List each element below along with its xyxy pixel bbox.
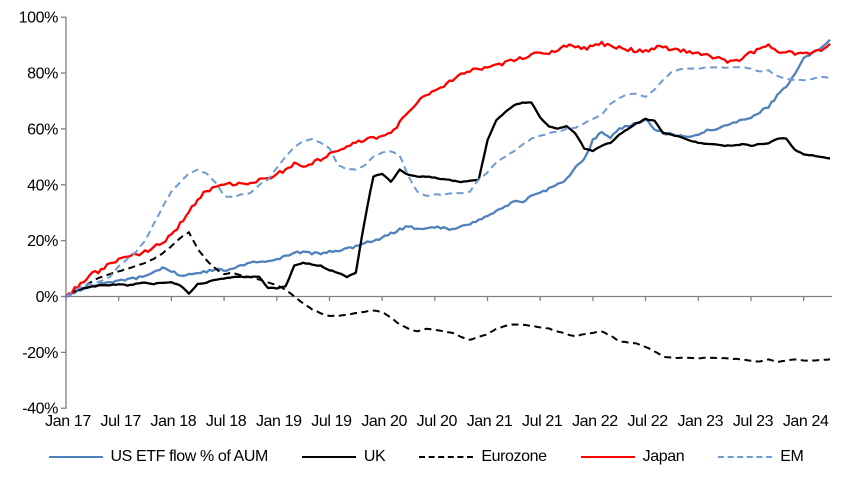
legend-item-uk: UK — [301, 448, 386, 466]
series-line-eurozone — [65, 231, 831, 364]
y-tick-label: 40% — [27, 177, 58, 194]
legend-label-uk: UK — [363, 448, 386, 465]
legend-line-us — [48, 456, 103, 458]
y-tick-label: 20% — [27, 233, 58, 250]
legend-label-japan: Japan — [642, 448, 685, 465]
y-tick-label: 60% — [27, 121, 58, 138]
y-tick-label: 80% — [27, 66, 58, 83]
x-tick-label: Jul 19 — [311, 413, 352, 430]
x-tick-label: Jul 18 — [206, 413, 247, 430]
chart-canvas: 100% 80% 60% 40% 20% 0% -20% -40%Jan 17 Jul 17 Ja… — [19, 10, 832, 430]
x-tick-label: Jul 17 — [101, 413, 142, 430]
series-line-uk — [65, 101, 831, 298]
x-tick-label: Jan 23 — [677, 413, 723, 430]
legend-line-em — [718, 456, 773, 458]
x-tick-label: Jul 21 — [522, 413, 563, 430]
x-tick-label: Jul 20 — [417, 413, 458, 430]
legend-line-uk — [301, 456, 356, 458]
legend-label-eurozone: Eurozone — [481, 448, 547, 465]
legend-item-us: US ETF flow % of AUM — [48, 448, 269, 466]
legend-item-em: EM — [718, 448, 804, 466]
y-tick-label: 100% — [19, 10, 58, 27]
legend-label-us: US ETF flow % of AUM — [110, 448, 269, 465]
series-line-us-etf-flow-of-aum — [65, 38, 831, 298]
x-tick-label: Jan 24 — [783, 413, 829, 430]
x-tick-label: Jan 22 — [572, 413, 618, 430]
legend-item-eurozone: Eurozone — [419, 448, 547, 466]
legend-line-japan — [580, 456, 635, 458]
y-tick-label: -40% — [22, 401, 58, 418]
y-tick-label: 0% — [36, 289, 58, 306]
x-tick-label: Jan 21 — [467, 413, 513, 430]
legend-item-japan: Japan — [580, 448, 685, 466]
x-tick-label: Jan 17 — [45, 413, 91, 430]
legend-label-em: EM — [780, 448, 804, 465]
x-tick-label: Jan 18 — [151, 413, 197, 430]
series-line-em — [65, 66, 831, 298]
x-tick-label: Jan 20 — [361, 413, 407, 430]
legend-line-eurozone — [419, 456, 474, 458]
x-tick-label: Jan 19 — [256, 413, 302, 430]
x-tick-label: Jul 22 — [627, 413, 668, 430]
series-line-japan — [65, 40, 831, 298]
x-tick-label: Jul 23 — [733, 413, 774, 430]
y-tick-label: -20% — [22, 345, 58, 362]
chart-legend: US ETF flow % of AUM UK Eurozone Japan E… — [0, 448, 852, 466]
